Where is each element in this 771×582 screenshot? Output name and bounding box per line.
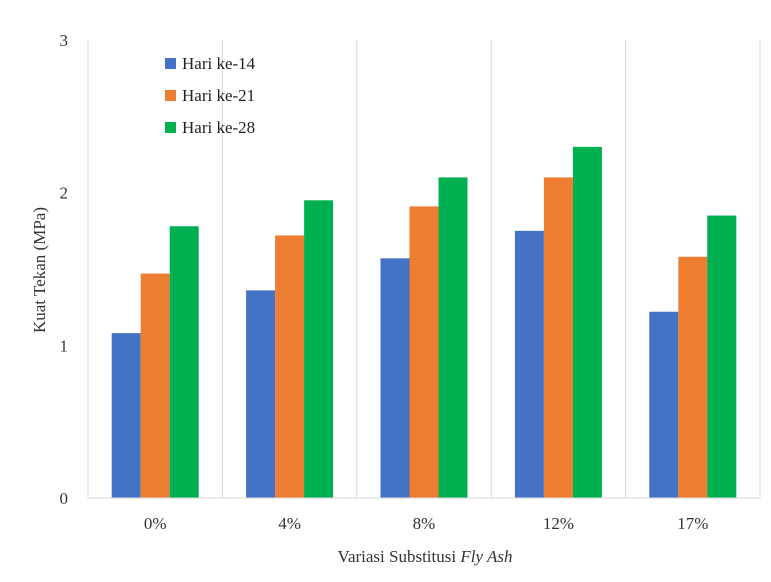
- y-tick-label: 2: [60, 184, 69, 203]
- x-tick-label: 17%: [677, 514, 708, 533]
- bar-hari-ke-21-17pct: [678, 256, 708, 498]
- legend-swatch: [165, 58, 176, 69]
- bar-hari-ke-14-12pct: [514, 230, 544, 499]
- bar-hari-ke-28-0pct: [169, 226, 199, 498]
- x-tick-label: 8%: [413, 514, 436, 533]
- bar-hari-ke-28-4pct: [304, 200, 334, 499]
- x-tick-label: 4%: [278, 514, 301, 533]
- grid-lines: [87, 40, 761, 498]
- x-axis-title-main: Variasi Substitusi: [338, 547, 461, 566]
- bar-hari-ke-14-4pct: [246, 290, 276, 498]
- legend-label: Hari ke-28: [182, 118, 255, 137]
- bar-hari-ke-14-17pct: [649, 311, 679, 498]
- bar-hari-ke-28-12pct: [572, 146, 602, 498]
- bar-hari-ke-28-17pct: [707, 215, 737, 499]
- bar-hari-ke-14-8pct: [380, 258, 410, 498]
- y-axis-title: Kuat Tekan (MPa): [30, 207, 49, 333]
- bar-hari-ke-21-0pct: [140, 273, 170, 498]
- legend-label: Hari ke-21: [182, 86, 255, 105]
- legend-label: Hari ke-14: [182, 54, 256, 73]
- y-tick-label: 1: [60, 336, 69, 355]
- y-tick-label: 3: [60, 31, 69, 50]
- legend-swatch: [165, 122, 176, 133]
- axes: 0 1 2 3 0% 4% 8% 12% 17%: [60, 31, 760, 533]
- legend: Hari ke-14 Hari ke-21 Hari ke-28: [165, 54, 256, 137]
- x-axis-title-italic: Fly Ash: [459, 547, 512, 566]
- bar-hari-ke-21-4pct: [275, 235, 305, 498]
- bar-hari-ke-28-8pct: [438, 177, 468, 498]
- x-tick-label: 12%: [543, 514, 574, 533]
- x-axis-title: Variasi Substitusi Fly Ash: [338, 547, 513, 566]
- bar-hari-ke-21-12pct: [543, 177, 573, 498]
- bar-hari-ke-14-0pct: [111, 333, 141, 498]
- legend-swatch: [165, 90, 176, 101]
- x-tick-label: 0%: [144, 514, 167, 533]
- bar-hari-ke-21-8pct: [409, 206, 439, 498]
- bars: [111, 146, 737, 499]
- y-tick-label: 0: [60, 489, 69, 508]
